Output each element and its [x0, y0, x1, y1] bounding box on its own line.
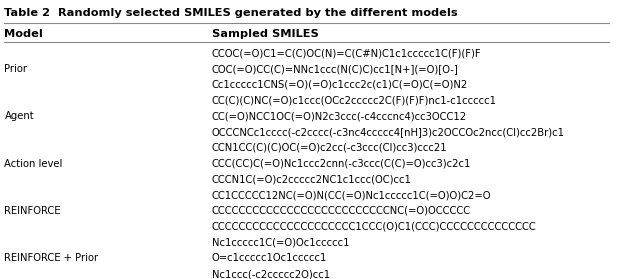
Text: CCOC(=O)C1=C(C)OC(N)=C(C#N)C1c1ccccc1C(F)(F)F: CCOC(=O)C1=C(C)OC(N)=C(C#N)C1c1ccccc1C(F… — [212, 48, 481, 58]
Text: CCCCCCCCCCCCCCCCCCCCCCCCCCNC(=O)OCCCCC: CCCCCCCCCCCCCCCCCCCCCCCCCCNC(=O)OCCCCC — [212, 206, 470, 216]
Text: Agent: Agent — [4, 111, 34, 121]
Text: Nc1ccccc1C(=O)Oc1ccccc1: Nc1ccccc1C(=O)Oc1ccccc1 — [212, 238, 349, 247]
Text: REINFORCE + Prior: REINFORCE + Prior — [4, 253, 99, 263]
Text: COC(=O)CC(C)=NNc1ccc(N(C)C)cc1[N+](=O)[O-]: COC(=O)CC(C)=NNc1ccc(N(C)C)cc1[N+](=O)[O… — [212, 64, 458, 74]
Text: CCN1CC(C)(C)OC(=O)c2cc(-c3ccc(Cl)cc3)ccc21: CCN1CC(C)(C)OC(=O)c2cc(-c3ccc(Cl)cc3)ccc… — [212, 143, 447, 153]
Text: REINFORCE: REINFORCE — [4, 206, 61, 216]
Text: CC1CCCCC12NC(=O)N(CC(=O)Nc1ccccc1C(=O)O)C2=O: CC1CCCCC12NC(=O)N(CC(=O)Nc1ccccc1C(=O)O)… — [212, 190, 491, 200]
Text: Table 2  Randomly selected SMILES generated by the different models: Table 2 Randomly selected SMILES generat… — [4, 8, 458, 18]
Text: CCC(CC)C(=O)Nc1ccc2cnn(-c3ccc(C(C)=O)cc3)c2c1: CCC(CC)C(=O)Nc1ccc2cnn(-c3ccc(C(C)=O)cc3… — [212, 159, 471, 169]
Text: CC(C)(C)NC(=O)c1ccc(OCc2ccccc2C(F)(F)F)nc1-c1ccccc1: CC(C)(C)NC(=O)c1ccc(OCc2ccccc2C(F)(F)F)n… — [212, 95, 497, 105]
Text: Sampled SMILES: Sampled SMILES — [212, 28, 318, 39]
Text: OCCCNCc1cccc(-c2cccc(-c3nc4ccccc4[nH]3)c2OCCOc2ncc(Cl)cc2Br)c1: OCCCNCc1cccc(-c2cccc(-c3nc4ccccc4[nH]3)c… — [212, 127, 564, 137]
Text: Model: Model — [4, 28, 44, 39]
Text: O=c1ccccc1Oc1ccccc1: O=c1ccccc1Oc1ccccc1 — [212, 253, 327, 263]
Text: Cc1ccccc1CNS(=O)(=O)c1ccc2c(c1)C(=O)C(=O)N2: Cc1ccccc1CNS(=O)(=O)c1ccc2c(c1)C(=O)C(=O… — [212, 80, 468, 90]
Text: CC(=O)NCC1OC(=O)N2c3ccc(-c4cccnc4)cc3OCC12: CC(=O)NCC1OC(=O)N2c3ccc(-c4cccnc4)cc3OCC… — [212, 111, 467, 121]
Text: Prior: Prior — [4, 64, 28, 74]
Text: CCCCCCCCCCCCCCCCCCCCC1CCC(O)C1(CCC)CCCCCCCCCCCCCC: CCCCCCCCCCCCCCCCCCCCC1CCC(O)C1(CCC)CCCCC… — [212, 222, 536, 232]
Text: Nc1ccc(-c2ccccc2O)cc1: Nc1ccc(-c2ccccc2O)cc1 — [212, 269, 330, 279]
Text: Action level: Action level — [4, 159, 63, 169]
Text: CCCN1C(=O)c2ccccc2NC1c1ccc(OC)cc1: CCCN1C(=O)c2ccccc2NC1c1ccc(OC)cc1 — [212, 174, 412, 184]
